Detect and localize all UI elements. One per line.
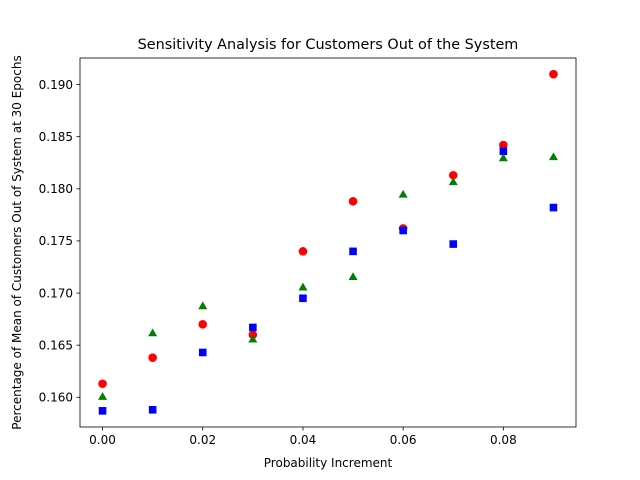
x-tick-label: 0.06 xyxy=(390,433,417,447)
y-tick-label: 0.170 xyxy=(39,286,73,300)
data-point-blue-square xyxy=(499,147,508,156)
data-point-green-triangle xyxy=(198,301,208,310)
y-tick-label: 0.185 xyxy=(39,130,73,144)
x-tick-label: 0.00 xyxy=(89,433,116,447)
data-points xyxy=(98,69,558,415)
data-point-blue-square xyxy=(249,323,257,332)
x-tick-label: 0.08 xyxy=(490,433,517,447)
data-point-green-triangle xyxy=(98,392,108,400)
data-point-red-circle xyxy=(348,197,358,206)
y-tick-label: 0.190 xyxy=(39,78,73,92)
data-point-green-triangle xyxy=(148,328,158,337)
data-point-blue-square xyxy=(449,240,458,248)
data-point-blue-square xyxy=(349,247,357,256)
data-point-red-circle xyxy=(549,69,558,79)
chart-title: Sensitivity Analysis for Customers Out o… xyxy=(138,37,519,53)
data-point-green-triangle xyxy=(348,272,358,281)
data-point-red-circle xyxy=(198,320,208,329)
y-tick-label: 0.175 xyxy=(39,234,73,248)
plot-area xyxy=(80,58,576,427)
data-point-green-triangle xyxy=(248,334,258,343)
y-axis-ticks: 0.160 0.165 0.170 0.175 0.180 0.185 0.190 xyxy=(39,78,80,405)
data-point-red-circle xyxy=(298,247,308,256)
data-point-red-circle xyxy=(98,379,107,389)
y-axis-label: Percentage of Mean of Customers Out of S… xyxy=(10,55,24,429)
data-point-red-circle xyxy=(448,170,458,180)
data-point-blue-square xyxy=(549,203,558,212)
data-point-blue-square xyxy=(198,348,207,357)
y-tick-label: 0.180 xyxy=(39,182,73,196)
data-point-red-circle xyxy=(148,353,157,362)
data-point-green-triangle xyxy=(498,153,508,162)
y-tick-label: 0.160 xyxy=(39,391,73,405)
data-point-green-triangle xyxy=(298,282,308,291)
data-point-blue-square xyxy=(148,406,157,414)
plot-frame xyxy=(79,57,577,428)
x-tick-label: 0.02 xyxy=(189,433,216,447)
data-point-red-circle xyxy=(499,140,508,150)
data-point-green-triangle xyxy=(398,189,408,198)
data-point-green-triangle xyxy=(548,152,558,161)
data-point-green-triangle xyxy=(448,177,458,186)
x-tick-label: 0.04 xyxy=(290,433,317,447)
data-point-red-circle xyxy=(248,330,258,340)
x-axis-ticks: 0.00 0.02 0.04 0.06 0.08 xyxy=(89,427,517,447)
y-tick-label: 0.165 xyxy=(39,338,73,352)
data-point-blue-square xyxy=(399,226,407,235)
data-point-blue-square xyxy=(98,407,107,415)
x-axis-label: Probability Increment xyxy=(264,456,393,470)
data-point-blue-square xyxy=(299,294,307,303)
